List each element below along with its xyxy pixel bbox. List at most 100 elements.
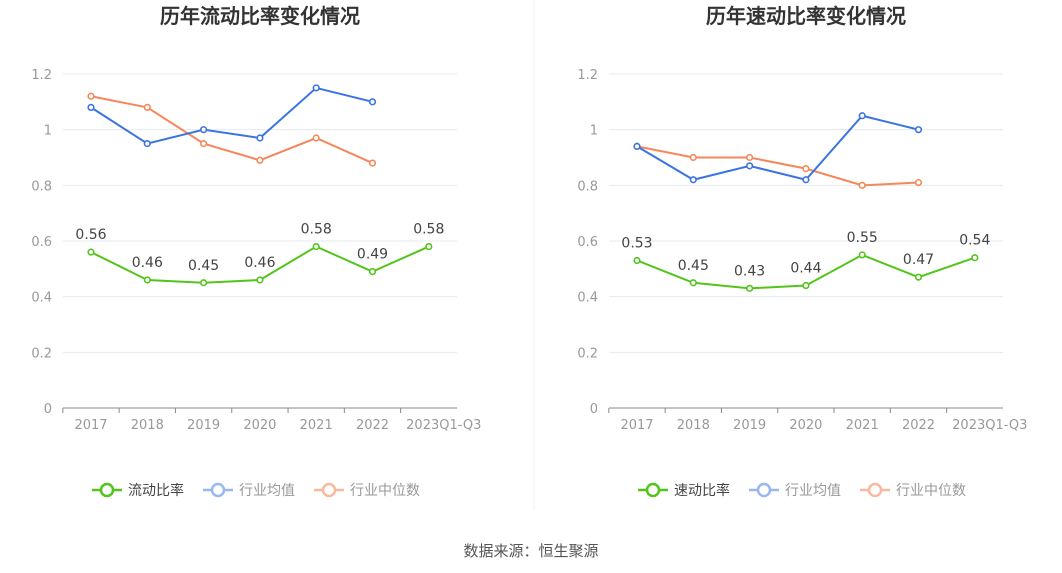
x-tick-label: 2022 bbox=[356, 418, 389, 433]
data-point[interactable] bbox=[143, 276, 151, 284]
data-point[interactable] bbox=[745, 284, 754, 292]
series-line-1 bbox=[90, 86, 373, 145]
data-point[interactable] bbox=[368, 159, 377, 167]
y-tick-label: 0.8 bbox=[577, 179, 598, 194]
legend-item-label[interactable]: 速动比率 bbox=[674, 482, 730, 499]
x-tick-label: 2021 bbox=[300, 418, 333, 433]
legend-circle-icon[interactable] bbox=[867, 482, 883, 498]
data-label: 0.44 bbox=[790, 261, 821, 277]
data-point[interactable] bbox=[143, 139, 151, 148]
data-point[interactable] bbox=[87, 103, 95, 111]
y-tick-label: 1 bbox=[590, 124, 598, 139]
y-tick-label: 0 bbox=[44, 402, 52, 417]
data-label: 0.55 bbox=[847, 230, 878, 246]
y-tick-label: 0.2 bbox=[577, 346, 598, 361]
data-point[interactable] bbox=[425, 242, 433, 251]
data-point[interactable] bbox=[858, 181, 866, 189]
x-tick-label: 2018 bbox=[677, 418, 710, 433]
x-tick-label: 2017 bbox=[74, 418, 107, 433]
data-point[interactable] bbox=[802, 281, 810, 290]
chart-title: 历年流动比率变化情况 bbox=[160, 4, 360, 28]
legend-circle-icon[interactable] bbox=[210, 482, 226, 498]
data-point[interactable] bbox=[633, 256, 641, 265]
data-point[interactable] bbox=[745, 162, 754, 170]
data-label: 0.43 bbox=[734, 263, 765, 279]
series-line-2 bbox=[636, 145, 919, 187]
legend-circle-icon[interactable] bbox=[756, 482, 772, 498]
x-tick-label: 2019 bbox=[733, 418, 766, 433]
legend-item-label[interactable]: 行业均值 bbox=[239, 483, 295, 499]
x-tick-label: 2023Q1-Q3 bbox=[952, 418, 1027, 433]
y-tick-label: 0.4 bbox=[577, 291, 598, 306]
data-point[interactable] bbox=[633, 142, 641, 150]
data-point[interactable] bbox=[368, 268, 377, 276]
y-tick-label: 0.4 bbox=[31, 291, 52, 306]
data-label: 0.58 bbox=[413, 222, 444, 238]
x-tick-label: 2020 bbox=[789, 418, 822, 433]
data-label: 0.49 bbox=[357, 247, 388, 263]
y-tick-label: 1.2 bbox=[577, 68, 598, 83]
data-point[interactable] bbox=[87, 92, 95, 100]
data-point[interactable] bbox=[914, 273, 923, 281]
data-point[interactable] bbox=[914, 126, 923, 134]
data-point[interactable] bbox=[858, 251, 866, 259]
x-tick-label: 2020 bbox=[243, 418, 276, 433]
legend-circle-icon[interactable] bbox=[321, 482, 337, 498]
data-point[interactable] bbox=[802, 176, 810, 184]
data-label: 0.46 bbox=[244, 255, 275, 271]
y-tick-label: 0.6 bbox=[577, 235, 598, 250]
legend-item-label[interactable]: 行业中位数 bbox=[350, 483, 420, 499]
legend-circle-icon[interactable] bbox=[99, 482, 115, 498]
x-tick-label: 2018 bbox=[131, 418, 164, 433]
data-label: 0.47 bbox=[903, 252, 934, 268]
data-point[interactable] bbox=[312, 242, 320, 251]
data-point[interactable] bbox=[745, 153, 754, 162]
data-point[interactable] bbox=[200, 139, 208, 148]
data-point[interactable] bbox=[971, 254, 979, 262]
data-point[interactable] bbox=[200, 126, 208, 134]
x-tick-label: 2017 bbox=[620, 418, 653, 433]
data-point[interactable] bbox=[858, 112, 866, 120]
x-tick-label: 2023Q1-Q3 bbox=[406, 418, 481, 433]
data-point[interactable] bbox=[689, 279, 697, 287]
y-tick-label: 1.2 bbox=[31, 68, 52, 83]
chart-title: 历年速动比率变化情况 bbox=[706, 4, 906, 28]
data-label: 0.58 bbox=[301, 222, 332, 238]
data-label: 0.45 bbox=[188, 258, 219, 274]
data-label: 0.56 bbox=[75, 227, 106, 243]
legend-circle-icon[interactable] bbox=[645, 482, 661, 498]
data-point[interactable] bbox=[87, 248, 95, 256]
legend-item-label[interactable]: 行业中位数 bbox=[896, 483, 966, 499]
data-point[interactable] bbox=[256, 276, 264, 284]
y-tick-label: 0.2 bbox=[31, 346, 52, 361]
data-point[interactable] bbox=[143, 103, 151, 111]
y-tick-label: 1 bbox=[44, 124, 52, 139]
series-line-2 bbox=[90, 95, 373, 164]
data-point[interactable] bbox=[368, 98, 377, 106]
y-tick-label: 0.6 bbox=[31, 235, 52, 250]
data-label: 0.54 bbox=[959, 233, 990, 249]
data-point[interactable] bbox=[256, 134, 264, 142]
data-point[interactable] bbox=[689, 153, 697, 162]
y-tick-label: 0.8 bbox=[31, 179, 52, 194]
legend-item-label[interactable]: 流动比率 bbox=[128, 482, 184, 499]
x-tick-label: 2022 bbox=[902, 418, 935, 433]
data-label: 0.53 bbox=[621, 235, 652, 251]
data-label: 0.46 bbox=[132, 255, 163, 271]
series-line-1 bbox=[636, 114, 919, 181]
data-point[interactable] bbox=[914, 178, 923, 187]
source-note: 数据来源：恒生聚源 bbox=[463, 542, 598, 560]
data-point[interactable] bbox=[256, 156, 264, 164]
x-tick-label: 2021 bbox=[846, 418, 879, 433]
data-point[interactable] bbox=[312, 134, 320, 142]
legend-item-label[interactable]: 行业均值 bbox=[785, 483, 841, 499]
data-point[interactable] bbox=[200, 279, 208, 287]
data-point[interactable] bbox=[802, 165, 810, 173]
data-point[interactable] bbox=[312, 84, 320, 92]
x-tick-label: 2019 bbox=[187, 418, 220, 433]
y-tick-label: 0 bbox=[590, 402, 598, 417]
data-point[interactable] bbox=[689, 176, 697, 184]
data-label: 0.45 bbox=[678, 258, 709, 274]
